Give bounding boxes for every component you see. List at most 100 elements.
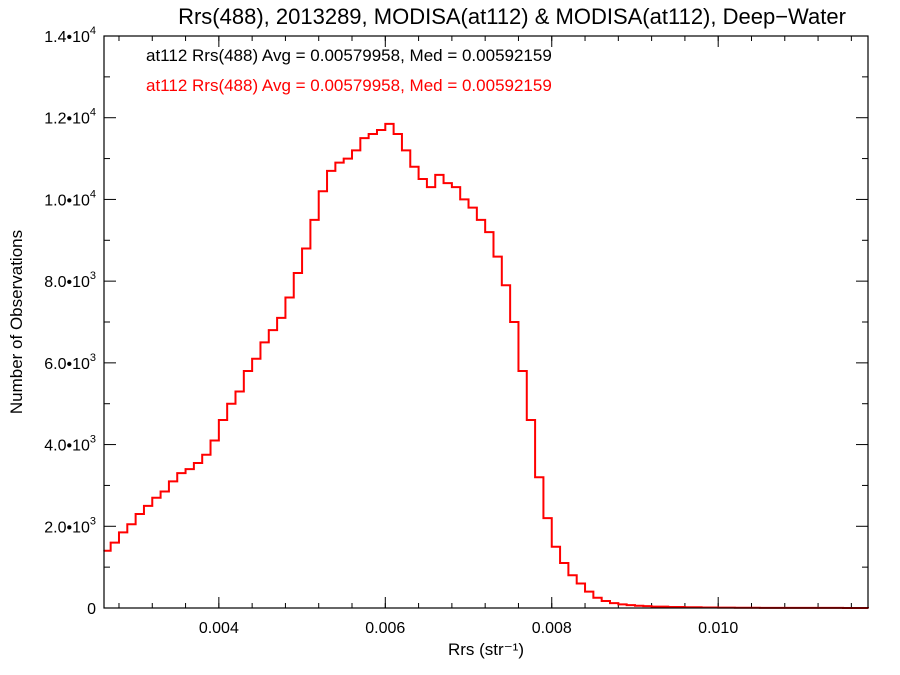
data-point — [459, 198, 462, 201]
data-point — [301, 247, 303, 250]
data-point — [567, 574, 570, 577]
data-point — [559, 562, 561, 564]
data-point — [617, 603, 620, 606]
y-axis-label: Number of Observations — [7, 230, 26, 414]
data-point — [309, 219, 312, 221]
data-point — [634, 604, 636, 607]
y-tick-mantissa: 4.0•10 — [44, 438, 90, 455]
data-point — [209, 439, 212, 442]
y-tick-label: 8.0•103 — [44, 270, 96, 291]
data-point — [584, 590, 586, 593]
y-tick-label: 0 — [87, 601, 96, 618]
data-point — [226, 402, 228, 405]
chart-title: Rrs(488), 2013289, MODISA(at112) & MODIS… — [178, 4, 846, 29]
data-point — [326, 170, 328, 172]
y-tick-exponent: 4 — [90, 107, 96, 119]
data-point — [384, 123, 387, 125]
data-point — [159, 490, 162, 493]
series-line-0 — [104, 122, 869, 609]
data-point — [351, 149, 353, 152]
y-tick-mantissa: 0 — [87, 601, 96, 618]
x-tick-label: 0.006 — [365, 620, 405, 637]
y-tick-label: 1.0•104 — [44, 188, 96, 209]
data-point — [243, 370, 245, 372]
data-point — [392, 133, 395, 135]
data-point — [184, 468, 187, 470]
y-tick-mantissa: 8.0•10 — [44, 274, 90, 291]
legend: at112 Rrs(488) Avg = 0.00579958, Med = 0… — [146, 46, 552, 95]
y-tick-label: 1.2•104 — [44, 107, 96, 128]
y-tick-label: 6.0•103 — [44, 352, 96, 373]
data-point — [409, 165, 412, 168]
data-point — [359, 137, 362, 139]
data-point — [451, 186, 453, 188]
data-point — [134, 513, 137, 515]
data-point — [317, 190, 320, 193]
y-tick-mantissa: 2.0•10 — [44, 519, 90, 536]
data-point — [609, 602, 611, 604]
y-tick-exponent: 4 — [90, 25, 96, 37]
data-point — [517, 370, 520, 372]
data-point — [193, 462, 195, 464]
y-tick-exponent: 3 — [90, 352, 96, 364]
legend-entry-1: at112 Rrs(488) Avg = 0.00579958, Med = 0… — [146, 76, 552, 95]
data-point — [625, 604, 628, 606]
data-point — [342, 157, 345, 160]
x-tick-label: 0.010 — [698, 620, 738, 637]
plot-frame — [103, 35, 869, 609]
data-point — [251, 357, 253, 360]
data-point — [109, 541, 112, 544]
y-tick-mantissa: 1.0•10 — [44, 192, 90, 209]
data-point — [276, 317, 278, 319]
data-point — [426, 186, 428, 188]
legend-entry-0: at112 Rrs(488) Avg = 0.00579958, Med = 0… — [146, 46, 552, 65]
data-point — [592, 596, 595, 599]
data-point — [434, 174, 437, 176]
data-point — [642, 605, 645, 607]
data-point — [509, 321, 511, 323]
data-point — [667, 606, 670, 608]
axis-ticks: 0.004 0.006 0.008 0.01002.0•1034.0•1036.0•1… — [44, 25, 868, 637]
data-point — [367, 133, 370, 135]
data-point — [151, 496, 154, 499]
data-series — [103, 122, 869, 609]
data-point — [442, 182, 445, 184]
y-tick-exponent: 4 — [90, 188, 96, 200]
data-point — [143, 505, 145, 507]
y-tick-mantissa: 6.0•10 — [44, 356, 90, 373]
data-point — [525, 419, 528, 421]
y-tick-label: 1.4•104 — [44, 25, 96, 46]
data-point — [334, 161, 337, 164]
data-point — [176, 472, 179, 474]
data-point — [650, 605, 653, 608]
x-axis-label: Rrs (str⁻¹) — [448, 640, 524, 659]
data-point — [476, 219, 478, 221]
data-point — [168, 480, 170, 483]
data-point — [234, 390, 237, 393]
data-point — [575, 582, 578, 585]
y-tick-label: 2.0•103 — [44, 515, 96, 536]
y-tick-label: 4.0•103 — [44, 434, 96, 455]
data-point — [218, 419, 220, 421]
data-point — [501, 284, 503, 287]
data-point — [492, 255, 495, 258]
data-point — [401, 149, 403, 152]
y-tick-mantissa: 1.2•10 — [44, 111, 90, 128]
data-point — [126, 523, 129, 526]
data-point — [259, 341, 262, 344]
data-point — [484, 231, 486, 233]
y-tick-exponent: 3 — [90, 270, 96, 282]
y-tick-exponent: 3 — [90, 515, 96, 527]
y-tick-exponent: 3 — [90, 434, 96, 446]
data-point — [417, 178, 420, 180]
data-point — [550, 545, 553, 548]
x-tick-label: 0.008 — [532, 620, 572, 637]
data-point — [201, 453, 203, 456]
x-tick-label: 0.004 — [199, 620, 239, 637]
data-point — [376, 129, 378, 131]
data-point — [118, 531, 120, 534]
data-point — [292, 272, 295, 274]
data-point — [542, 517, 545, 519]
